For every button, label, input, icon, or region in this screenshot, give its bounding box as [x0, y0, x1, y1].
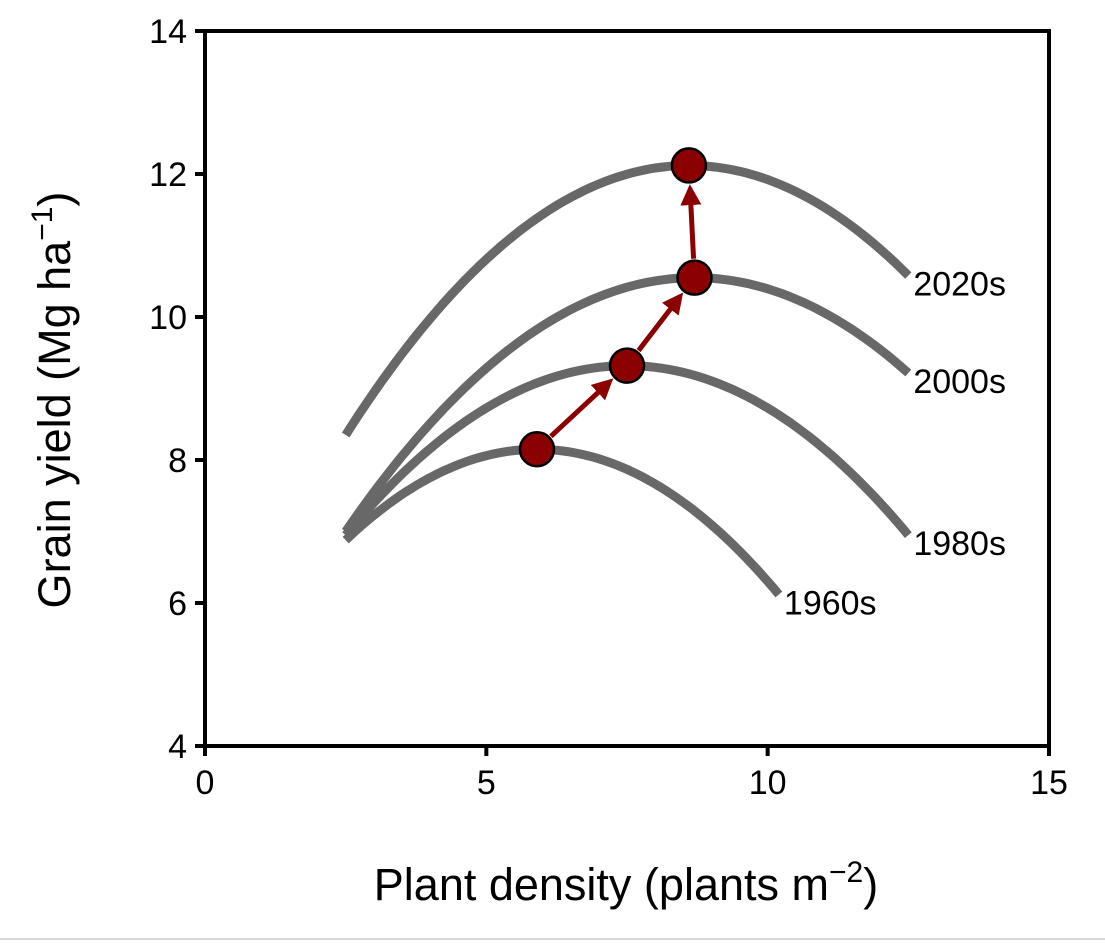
y-tick-label-4: 4: [168, 728, 187, 766]
y-tick-label-8: 8: [168, 442, 187, 480]
x-tick-label-0: 0: [196, 764, 215, 802]
optimum-points: [518, 147, 713, 468]
bottom-divider: [0, 938, 1105, 940]
trend-arrow-2: [636, 292, 684, 353]
series-label-1960s: 1960s: [784, 585, 877, 623]
trend-arrow-1: [549, 378, 614, 439]
axes: [203, 29, 1051, 748]
plot-frame: [203, 29, 1051, 748]
curve-2020s: [341, 160, 912, 438]
y-axis-title: Grain yield (Mg ha−1): [26, 192, 80, 609]
y-tick-label-10: 10: [149, 299, 187, 337]
series-label-1980s: 1980s: [913, 525, 1006, 563]
trend-arrow-3: [680, 184, 702, 259]
x-tick-label-15: 15: [1030, 764, 1068, 802]
series-labels: 1960s 1980s 2000s 2020s: [784, 266, 1006, 623]
optimum-point-1980s: [608, 347, 646, 384]
y-tick-label-12: 12: [149, 156, 187, 194]
axis-ticks: 0 5 10 15 4 6 8 10 12 14: [149, 13, 1068, 802]
x-tick-label-5: 5: [477, 764, 496, 802]
y-tick-label-6: 6: [168, 585, 187, 623]
x-axis-title: Plant density (plants m−2): [374, 856, 878, 910]
curve-1980s: [342, 361, 912, 538]
trend-arrows: [549, 184, 702, 439]
optimum-point-2000s: [676, 259, 713, 296]
curve-1960s: [342, 444, 783, 598]
optimum-point-2020s: [670, 147, 708, 184]
series-label-2000s: 2000s: [913, 363, 1006, 401]
optimum-point-1960s: [518, 431, 556, 468]
curve-2000s: [342, 273, 912, 535]
x-tick-label-10: 10: [749, 764, 787, 802]
y-tick-label-14: 14: [149, 13, 187, 51]
series-label-2020s: 2020s: [913, 266, 1006, 304]
